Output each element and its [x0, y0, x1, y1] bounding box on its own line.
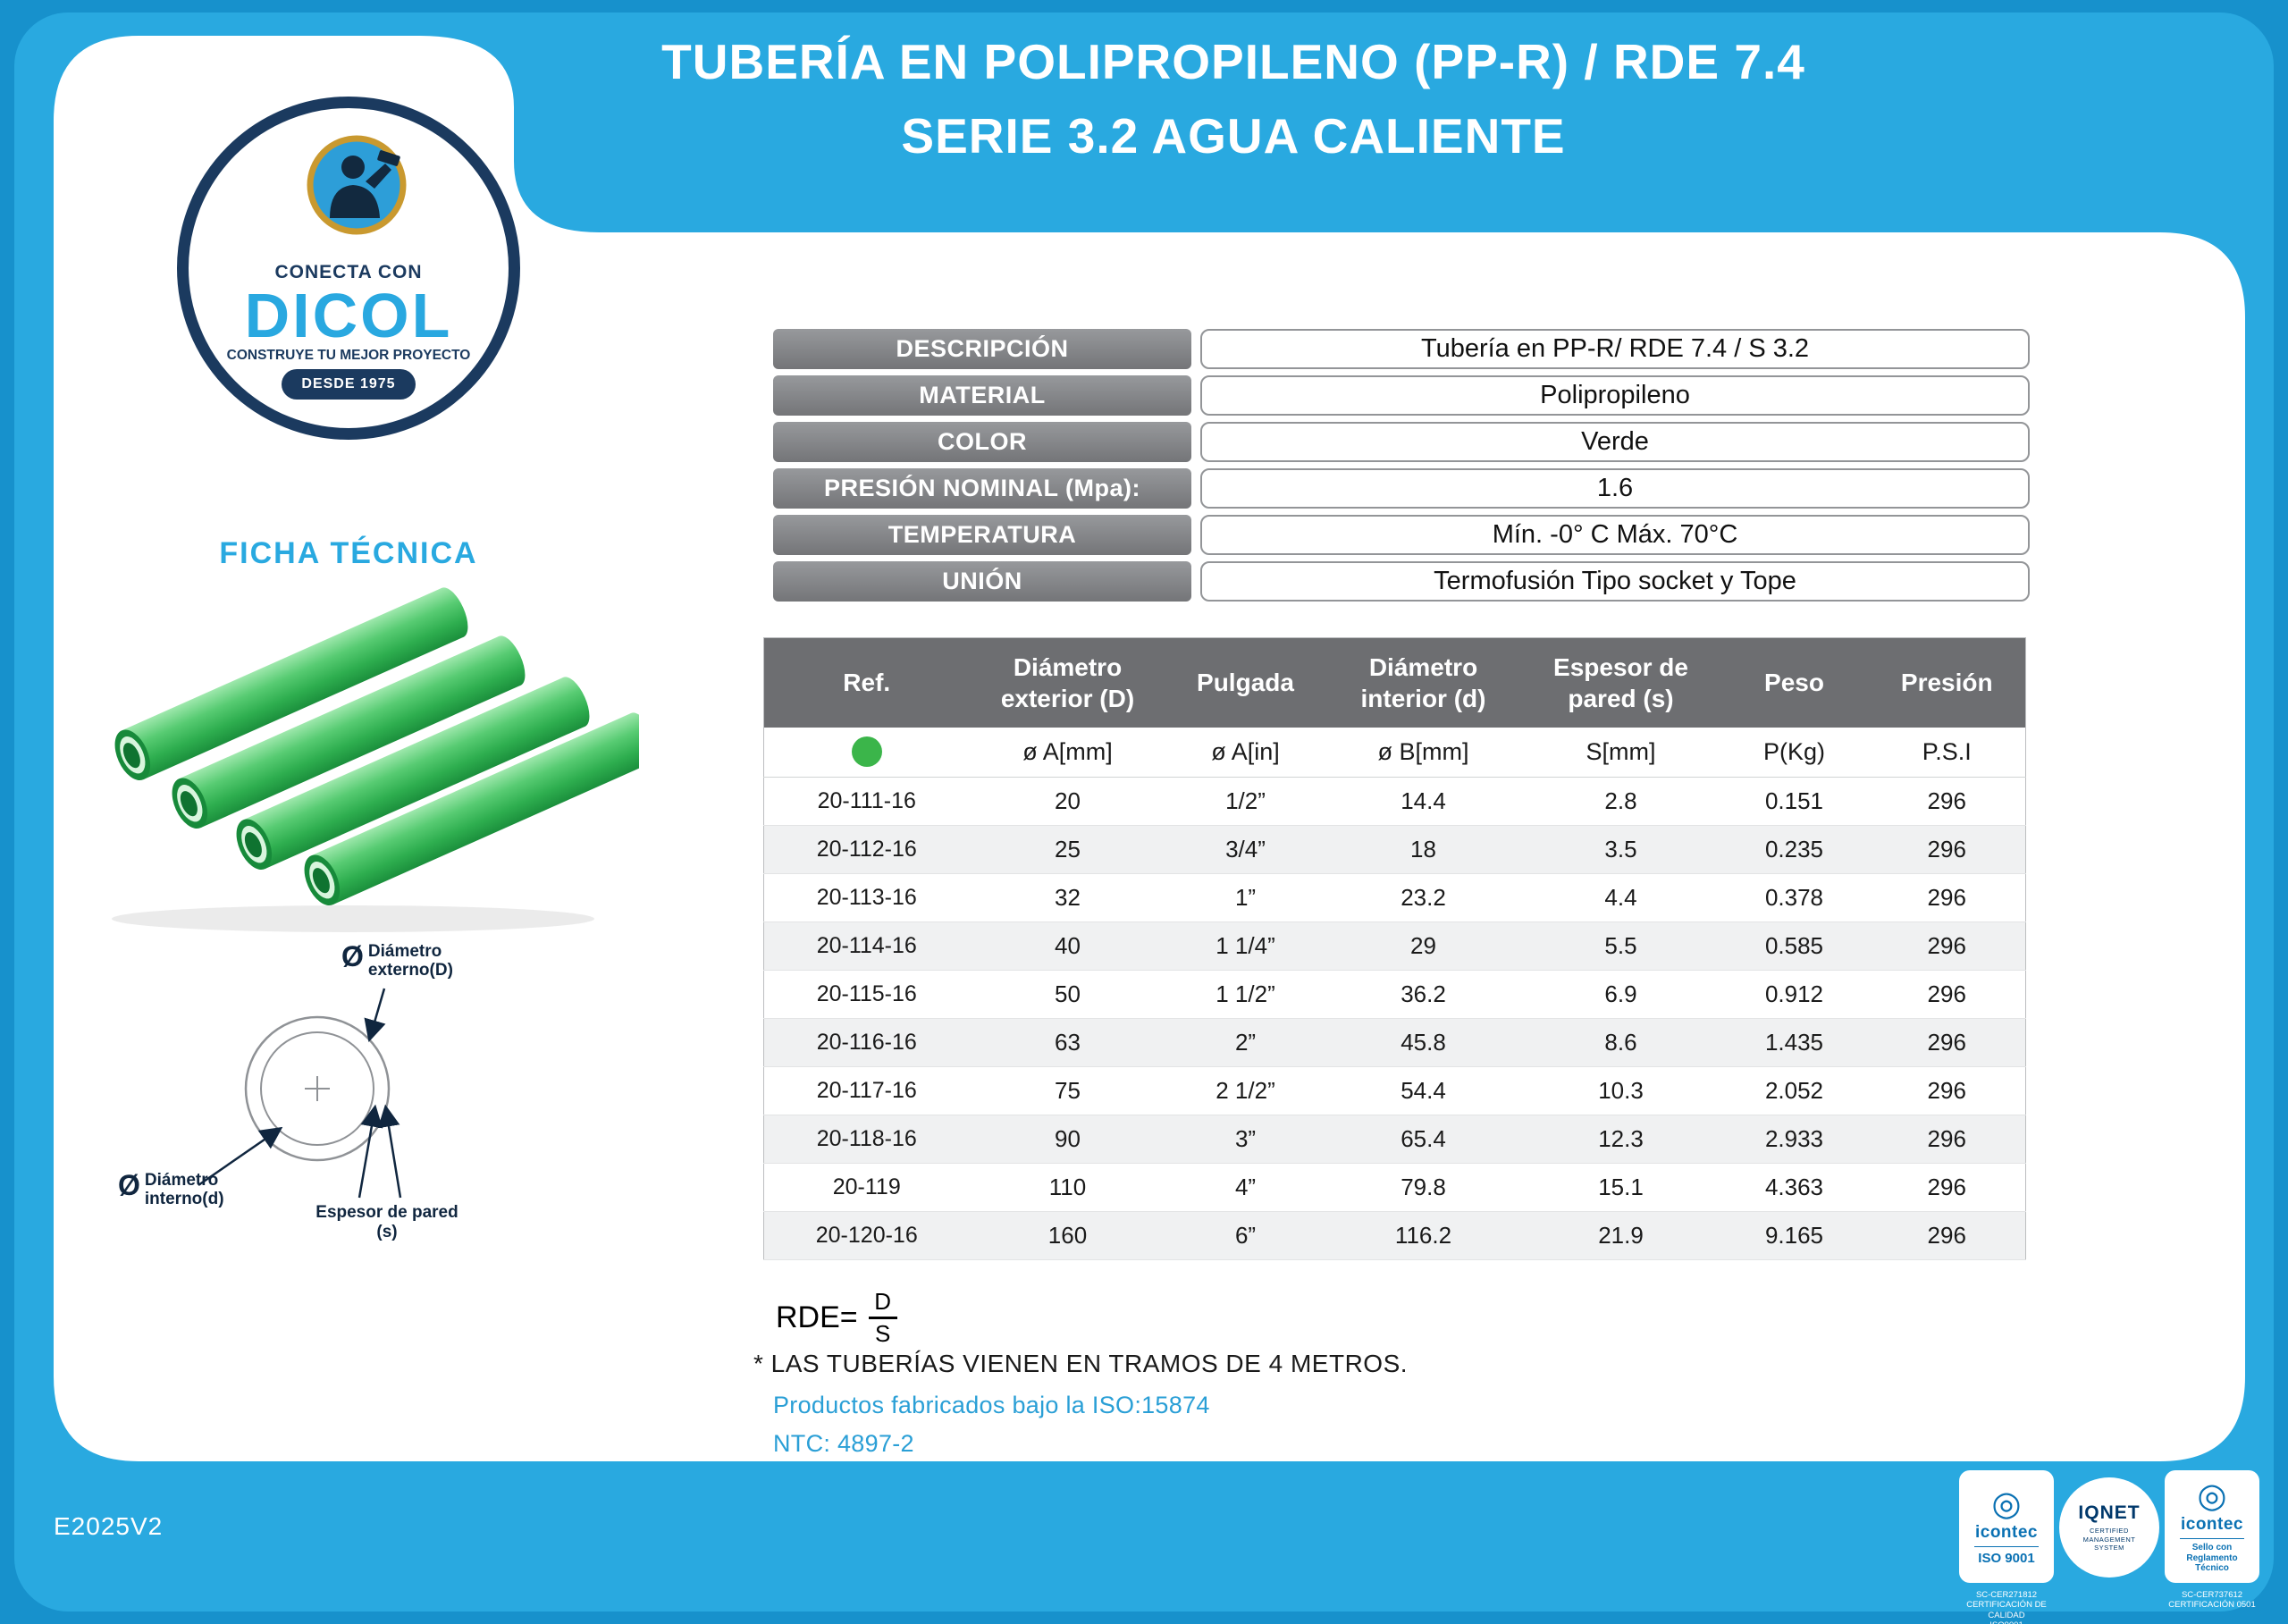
- formula-prefix: RDE=: [776, 1300, 858, 1335]
- table-row: 20-115-16 50 1 1/2” 36.2 6.9 0.912 296: [763, 970, 2026, 1019]
- fraction-bar: [868, 1317, 897, 1320]
- cert-caption-1: SC-CER271812 CERTIFICACIÓN DE CALIDAD IS…: [1966, 1590, 2047, 1624]
- page-title: TUBERÍA EN POLIPROPILENO (PP-R) / RDE 7.…: [536, 25, 1930, 172]
- spec-label: PRESIÓN NOMINAL (Mpa):: [773, 468, 1191, 509]
- spec-value: 1.6: [1200, 468, 2030, 509]
- table-row: 20-118-16 90 3” 65.4 12.3 2.933 296: [763, 1115, 2026, 1164]
- icontec-spiral-icon: ◎: [1991, 1485, 2022, 1523]
- page-title-line1: TUBERÍA EN POLIPROPILENO (PP-R) / RDE 7.…: [661, 34, 1805, 89]
- logo-since-badge: DESDE 1975: [282, 369, 416, 400]
- worker-emblem-icon: [307, 135, 407, 235]
- table-row: 20-112-16 25 3/4” 18 3.5 0.235 296: [763, 825, 2026, 874]
- table-row: 20-111-16 20 1/2” 14.4 2.8 0.151 296: [763, 777, 2026, 826]
- spec-label: MATERIAL: [773, 375, 1191, 416]
- table-row: 20-120-16 160 6” 116.2 21.9 9.165 296: [763, 1211, 2026, 1260]
- note-ntc: NTC: 4897-2: [773, 1430, 914, 1457]
- spec-label: COLOR: [773, 422, 1191, 462]
- diagram-drawing: [198, 988, 402, 1199]
- pipe-cross-section-diagram: Ø Diámetro externo(D) Ø Diámetro interno…: [116, 937, 545, 1267]
- col-presion: Presión: [1868, 637, 2026, 728]
- spec-list: DESCRIPCIÓN Tubería en PP-R/ RDE 7.4 / S…: [773, 329, 2030, 608]
- company-logo: CONECTA CON DICOL CONSTRUYE TU MEJOR PRO…: [177, 97, 520, 440]
- icontec-spiral-icon: ◎: [2197, 1477, 2227, 1516]
- spec-value: Mín. -0° C Máx. 70°C: [1200, 515, 2030, 555]
- col-diam-ext: Diámetro exterior (D): [969, 637, 1166, 728]
- green-pipes-image: [112, 587, 639, 932]
- diameter-symbol: Ø: [118, 1169, 140, 1201]
- spec-value: Polipropileno: [1200, 375, 2030, 416]
- table-row: 20-116-16 63 2” 45.8 8.6 1.435 296: [763, 1018, 2026, 1067]
- spec-label: TEMPERATURA: [773, 515, 1191, 555]
- version-code: E2025V2: [54, 1512, 164, 1540]
- label-outer-diameter: Ø Diámetro externo(D): [341, 940, 453, 980]
- divider: [1974, 1546, 2039, 1547]
- spec-value: Verde: [1200, 422, 2030, 462]
- certification-logos: ◎ icontec ISO 9001 IQNET CERTIFIED MANAG…: [1959, 1470, 2263, 1624]
- spec-row-material: MATERIAL Polipropileno: [773, 375, 2030, 416]
- label-wall-thickness: Espesor de pared (s): [315, 1203, 458, 1241]
- note-iso: Productos fabricados bajo la ISO:15874: [773, 1392, 1210, 1418]
- spec-row-color: COLOR Verde: [773, 422, 2030, 462]
- label-inner-diameter: Ø Diámetro interno(d): [118, 1169, 224, 1209]
- spec-label: DESCRIPCIÓN: [773, 329, 1191, 369]
- table-row: 20-117-16 75 2 1/2” 54.4 10.3 2.052 296: [763, 1066, 2026, 1115]
- table-header-row: Ref. Diámetro exterior (D) Pulgada Diáme…: [763, 637, 2026, 728]
- spec-row-descripcion: DESCRIPCIÓN Tubería en PP-R/ RDE 7.4 / S…: [773, 329, 2030, 369]
- table-row: 20-114-16 40 1 1/4” 29 5.5 0.585 296: [763, 921, 2026, 971]
- logo-brand: DICOL: [244, 281, 453, 350]
- formula-fraction: D S: [868, 1289, 897, 1347]
- spec-value: Termofusión Tipo socket y Tope: [1200, 561, 2030, 602]
- logo-tagline-top: CONECTA CON: [274, 262, 423, 282]
- rde-formula: RDE= D S: [776, 1289, 897, 1347]
- col-peso: Peso: [1720, 637, 1869, 728]
- col-pulgada: Pulgada: [1165, 637, 1325, 728]
- iqnet-logo: IQNET CERTIFIED MANAGEMENT SYSTEM: [2059, 1477, 2159, 1578]
- spec-value: Tubería en PP-R/ RDE 7.4 / S 3.2: [1200, 329, 2030, 369]
- table-units-row: ø A[mm] ø A[in] ø B[mm] S[mm] P(Kg) P.S.…: [763, 727, 2026, 778]
- divider: [2180, 1538, 2244, 1540]
- spec-row-temperatura: TEMPERATURA Mín. -0° C Máx. 70°C: [773, 515, 2030, 555]
- col-espesor: Espesor de pared (s): [1521, 637, 1720, 728]
- table-row: 20-119 110 4” 79.8 15.1 4.363 296: [763, 1163, 2026, 1212]
- logo-tagline-bottom: CONSTRUYE TU MEJOR PROYECTO: [226, 348, 471, 363]
- col-diam-int: Diámetro interior (d): [1325, 637, 1522, 728]
- diameter-symbol: Ø: [341, 940, 364, 972]
- icontec-iso9001-logo: ◎ icontec ISO 9001: [1959, 1470, 2054, 1583]
- spec-row-presion: PRESIÓN NOMINAL (Mpa): 1.6: [773, 468, 2030, 509]
- cert-caption-2: SC-CER737612 CERTIFICACIÓN 0501: [2168, 1590, 2256, 1611]
- dimensions-table: Ref. Diámetro exterior (D) Pulgada Diáme…: [763, 637, 2026, 1260]
- col-ref: Ref.: [763, 637, 970, 728]
- icontec-sello-logo: ◎ icontec Sello con Reglamento Técnico: [2165, 1470, 2259, 1583]
- page-title-line2: SERIE 3.2 AGUA CALIENTE: [901, 107, 1566, 164]
- table-row: 20-113-16 32 1” 23.2 4.4 0.378 296: [763, 873, 2026, 922]
- spec-label: UNIÓN: [773, 561, 1191, 602]
- section-title-ficha-tecnica: FICHA TÉCNICA: [219, 536, 478, 570]
- green-pipe-dot-icon: [851, 736, 882, 768]
- pipe-color-dot-cell: [763, 727, 970, 778]
- spec-row-union: UNIÓN Termofusión Tipo socket y Tope: [773, 561, 2030, 602]
- note-tramos: * LAS TUBERÍAS VIENEN EN TRAMOS DE 4 MET…: [753, 1350, 1409, 1377]
